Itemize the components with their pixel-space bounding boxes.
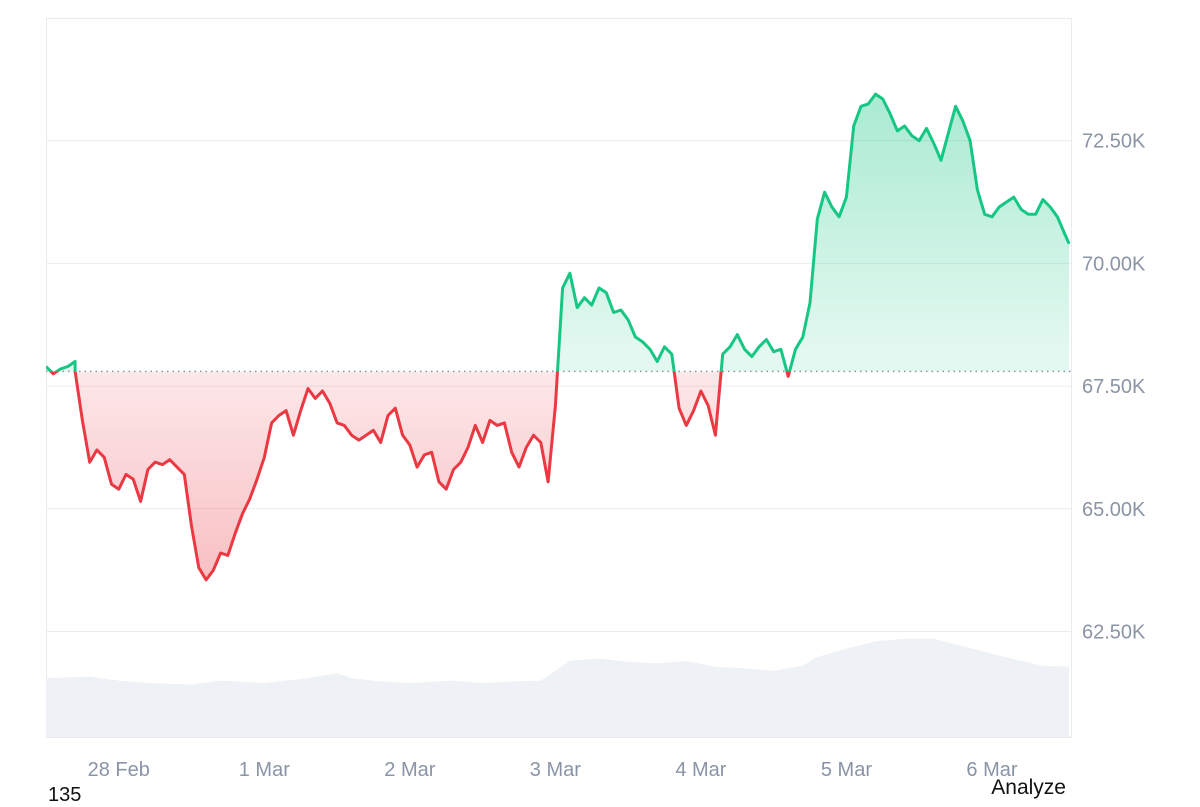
y-tick-label: 70.00K [1082, 253, 1146, 275]
x-tick-label: 1 Mar [239, 759, 290, 781]
price-line-up[interactable] [46, 92, 1071, 580]
footer-left-label: 135 [48, 784, 82, 806]
x-tick-label: 3 Mar [530, 759, 581, 781]
x-tick-label: 5 Mar [821, 759, 872, 781]
plot-frame [46, 18, 1072, 738]
x-tick-label: 6 Mar [966, 759, 1017, 781]
y-tick-label: 72.50K [1082, 131, 1146, 153]
analyze-link[interactable]: Analyze [991, 776, 1066, 799]
y-axis: 62.50K 65.00K 67.50K 70.00K 72.50K [1082, 131, 1146, 644]
price-area-up [46, 94, 1070, 372]
volume-area [46, 638, 1070, 737]
y-tick-label: 67.50K [1082, 376, 1146, 398]
price-line-down[interactable] [46, 94, 1069, 582]
y-tick-label: 62.50K [1082, 621, 1146, 643]
x-tick-label: 28 Feb [88, 759, 150, 781]
x-axis: 28 Feb 1 Mar 2 Mar 3 Mar 4 Mar 5 Mar 6 Mar [88, 759, 1018, 781]
y-tick-label: 65.00K [1082, 499, 1146, 521]
x-tick-label: 2 Mar [384, 759, 435, 781]
price-area-down [46, 371, 1070, 580]
x-tick-label: 4 Mar [675, 759, 726, 781]
